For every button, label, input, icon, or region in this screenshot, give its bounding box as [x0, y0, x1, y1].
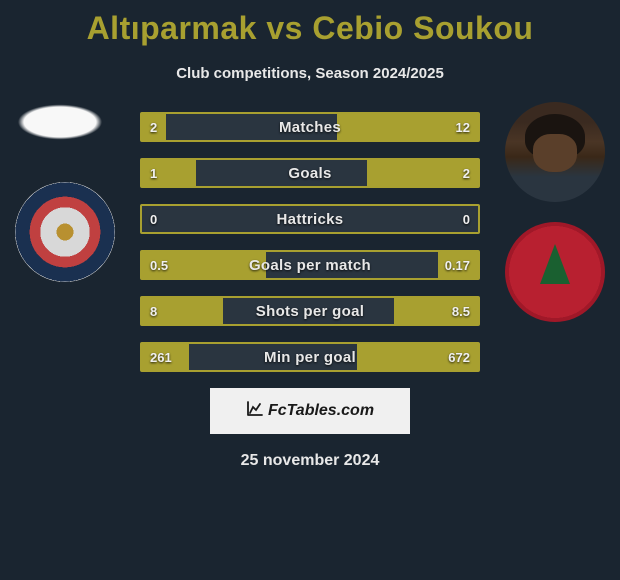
watermark-badge: FcTables.com	[210, 388, 410, 434]
comparison-panel: 2Matches121Goals20Hattricks00.5Goals per…	[0, 112, 620, 470]
player-left-avatar	[5, 102, 115, 142]
club-badge-right	[505, 222, 605, 322]
stat-row: 0.5Goals per match0.17	[140, 250, 480, 280]
left-column	[0, 102, 130, 302]
player-right-avatar	[505, 102, 605, 202]
stat-label: Goals per match	[142, 257, 478, 274]
stat-label: Hattricks	[142, 211, 478, 228]
club-badge-left	[15, 182, 115, 282]
stat-label: Goals	[142, 165, 478, 182]
stats-bars: 2Matches121Goals20Hattricks00.5Goals per…	[140, 112, 480, 372]
subtitle: Club competitions, Season 2024/2025	[0, 65, 620, 82]
page-title: Altıparmak vs Cebio Soukou	[0, 0, 620, 47]
stat-row: 261Min per goal672	[140, 342, 480, 372]
stat-row: 1Goals2	[140, 158, 480, 188]
stat-value-right: 8.5	[452, 304, 470, 319]
stat-value-right: 0	[463, 212, 470, 227]
chart-icon	[246, 400, 264, 423]
stat-row: 2Matches12	[140, 112, 480, 142]
stat-value-right: 0.17	[445, 258, 470, 273]
stat-value-right: 12	[456, 120, 470, 135]
stat-row: 0Hattricks0	[140, 204, 480, 234]
date-label: 25 november 2024	[0, 452, 620, 470]
right-column	[490, 102, 620, 342]
stat-label: Shots per goal	[142, 303, 478, 320]
watermark-text: FcTables.com	[268, 402, 374, 420]
stat-value-right: 2	[463, 166, 470, 181]
stat-row: 8Shots per goal8.5	[140, 296, 480, 326]
stat-label: Min per goal	[142, 349, 478, 366]
stat-value-right: 672	[448, 350, 470, 365]
stat-label: Matches	[142, 119, 478, 136]
